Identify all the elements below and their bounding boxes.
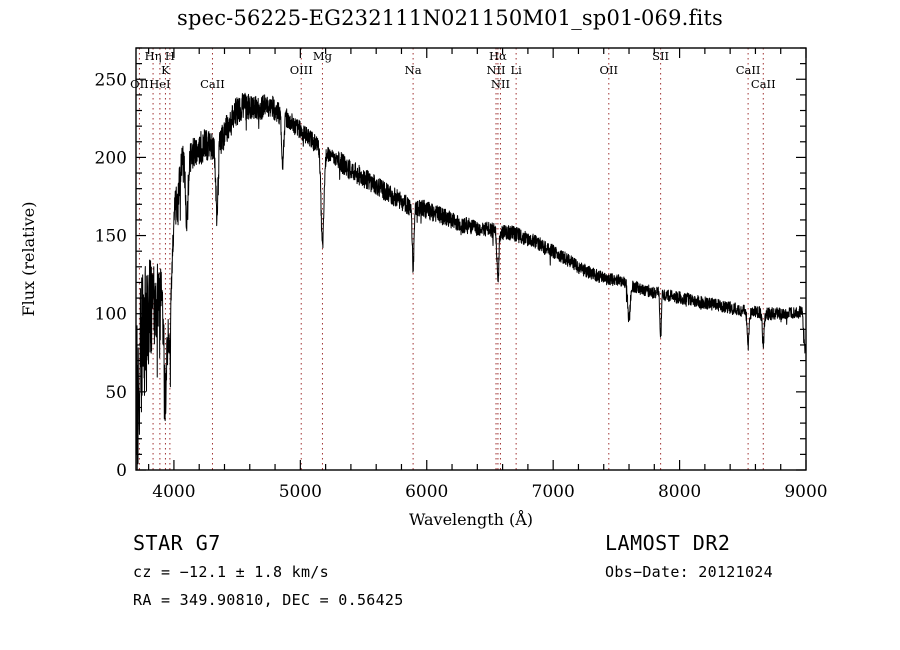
x-tick-label: 9000	[784, 482, 827, 502]
y-tick-label: 50	[105, 383, 127, 403]
spectral-line-label: NII	[491, 77, 510, 91]
object-class: STAR G7	[133, 531, 221, 555]
y-tick-label: 150	[95, 227, 127, 247]
spectral-line-label: CaII	[736, 63, 761, 77]
spectral-line-label: OIII	[290, 63, 313, 77]
x-tick-label: 7000	[532, 482, 575, 502]
plot-frame	[135, 47, 807, 471]
spectral-line-label: HeI	[149, 77, 170, 91]
metadata-left: STAR G7 cz = −12.1 ± 1.8 km/s RA = 349.9…	[133, 528, 404, 614]
x-axis-title: Wavelength (Å)	[409, 509, 533, 529]
spectral-line-label: Hα	[489, 49, 507, 63]
y-axis-title: Flux (relative)	[19, 202, 38, 317]
spectral-line-label: Na	[405, 63, 422, 77]
spectrum-svg: 4000 5000 6000 7000 8000 9000 0 50 100 150 200 250 W…	[19, 47, 828, 529]
spectrum-trace	[135, 92, 807, 471]
coordinates: RA = 349.90810, DEC = 0.56425	[133, 591, 404, 609]
page-title: spec-56225-EG232111N021150M01_sp01-069.f…	[176, 6, 724, 30]
spectral-line-label: SII	[652, 49, 669, 63]
spectral-line-label: K	[161, 63, 170, 77]
y-tick-label: 100	[95, 305, 127, 325]
axis-ticks	[136, 47, 807, 471]
x-tick-label: 4000	[152, 482, 195, 502]
spectral-line-label: OII	[600, 63, 619, 77]
cz-value: cz = −12.1 ± 1.8 km/s	[133, 563, 329, 581]
x-tick-label: 6000	[405, 482, 448, 502]
y-tick-label: 250	[95, 70, 127, 90]
spectral-line-label: Mg	[313, 49, 333, 63]
x-tick-label: 8000	[658, 482, 701, 502]
spectral-line-markers	[138, 48, 764, 470]
y-tick-label: 0	[116, 461, 127, 481]
y-tick-label: 200	[95, 148, 127, 168]
spectral-line-label: CaII	[200, 77, 225, 91]
survey-name: LAMOST DR2	[605, 531, 731, 555]
obs-date: Obs−Date: 20121024	[605, 563, 773, 581]
spectral-line-label: H	[165, 49, 175, 63]
metadata-footer: STAR G7 cz = −12.1 ± 1.8 km/s RA = 349.9…	[0, 528, 900, 650]
metadata-right: LAMOST DR2 Obs−Date: 20121024	[605, 528, 773, 586]
spectral-line-label: NII	[486, 63, 505, 77]
spectral-line-label: Hη	[145, 49, 162, 63]
spectral-line-label: CaII	[751, 77, 776, 91]
spectral-line-label: Li	[510, 63, 522, 77]
x-tick-label: 5000	[279, 482, 322, 502]
spectrum-chart: 4000 5000 6000 7000 8000 9000 0 50 100 150 200 250 W…	[19, 47, 828, 529]
spectral-line-label: OII	[130, 77, 149, 91]
